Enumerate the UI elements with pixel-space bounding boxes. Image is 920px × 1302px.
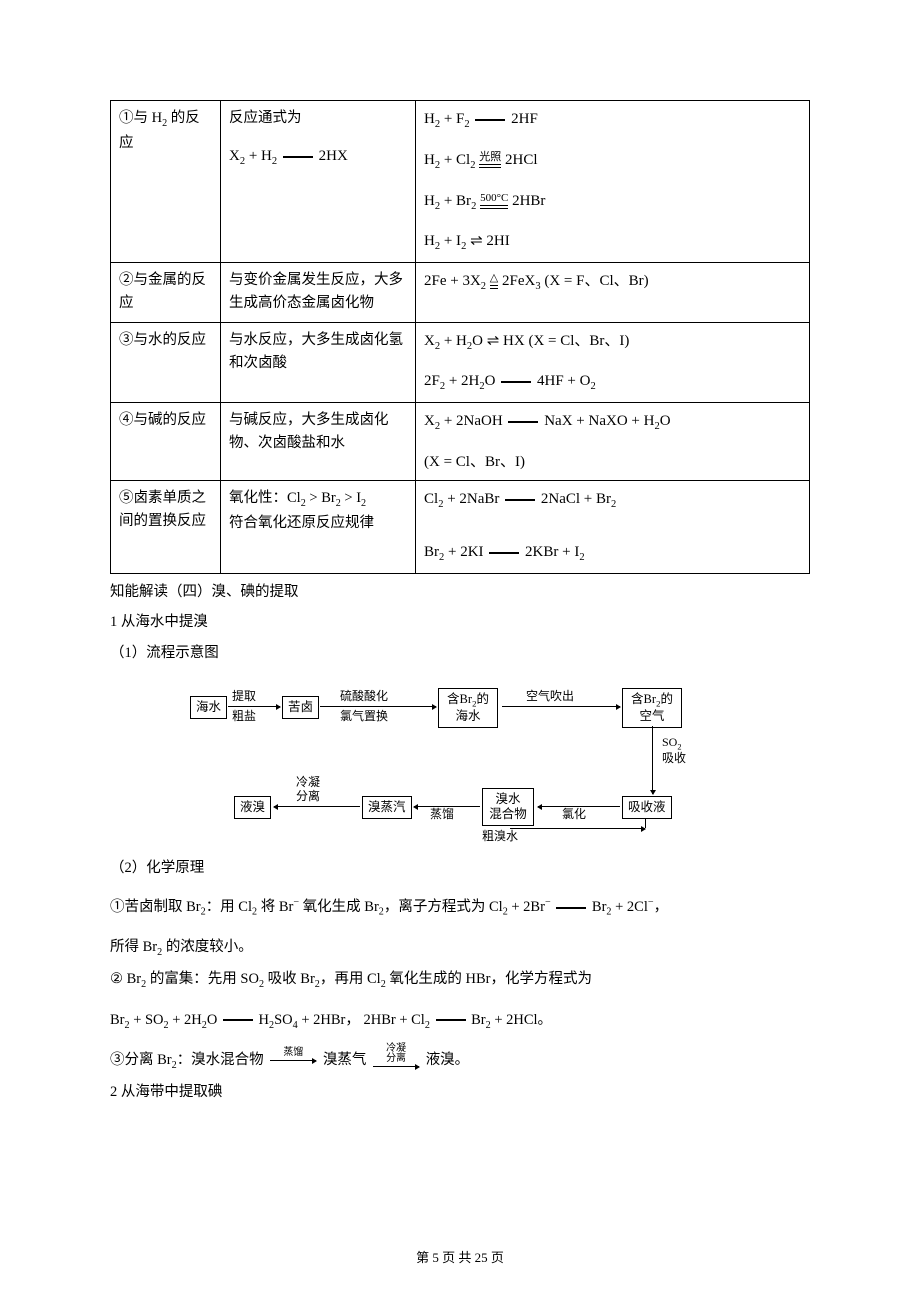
- flow-box: 含Br2的海水: [438, 688, 498, 728]
- flow-label: 粗盐: [232, 710, 256, 724]
- table-row: ①与 H2 的反应 反应通式为 X2 + H2 2HX H2 + F2 2HF …: [111, 101, 810, 263]
- equation: (X = Cl、Br、I): [424, 454, 525, 470]
- cell-label: ④与碱的反应: [111, 403, 221, 481]
- flow-label: 空气吹出: [526, 690, 574, 704]
- flow-label: SO2: [662, 736, 682, 752]
- subsection-heading: （1）流程示意图: [110, 641, 810, 666]
- arrow-icon: [652, 726, 653, 794]
- arrow-icon: [502, 706, 620, 707]
- flow-box: 溴水混合物: [482, 788, 534, 826]
- cell-label: ③与水的反应: [111, 322, 221, 403]
- desc-text: 反应通式为: [229, 107, 407, 130]
- flow-box: 苦卤: [282, 696, 319, 719]
- flow-label: 分离: [296, 790, 320, 804]
- flow-label: 氯化: [562, 808, 586, 822]
- line: [645, 818, 646, 828]
- page-footer: 第 5 页 共 25 页: [0, 1247, 920, 1266]
- cell-equations: X2 + H2O ⇌ HX (X = Cl、Br、I) 2F2 + 2H2O 4…: [416, 322, 810, 403]
- arrow-icon: [320, 706, 436, 707]
- table-row: ②与金属的反应 与变价金属发生反应，大多生成高价态金属卤化物 2Fe + 3X2…: [111, 263, 810, 322]
- cell-equations: Cl2 + 2NaBr 2NaCl + Br2 Br2 + 2KI 2KBr +…: [416, 481, 810, 574]
- flow-label: 冷凝: [296, 776, 320, 790]
- equation: X2 + 2NaOH NaX + NaXO + H2O: [424, 409, 801, 436]
- cell-label: ①与 H2 的反应: [111, 101, 221, 263]
- flow-label: 提取: [232, 690, 256, 704]
- equation: Cl2 + 2NaBr 2NaCl + Br2: [424, 487, 801, 514]
- cell-equations: 2Fe + 3X2 △ 2FeX3 (X = F、Cl、Br): [416, 263, 810, 322]
- paragraph: 所得 Br2 的浓度较小。: [110, 935, 810, 961]
- subsection-heading: 1 从海水中提溴: [110, 610, 810, 635]
- equation: 2F2 + 2H2O 4HF + O2: [424, 373, 596, 389]
- table-row: ④与碱的反应 与碱反应，大多生成卤化物、次卤酸盐和水 X2 + 2NaOH Na…: [111, 403, 810, 481]
- cell-label: ⑤卤素单质之间的置换反应: [111, 481, 221, 574]
- cell-desc: 与水反应，大多生成卤化氢和次卤酸: [221, 322, 416, 403]
- paragraph: Br2 + SO2 + 2H2O H2SO4 + 2HBr， 2HBr + Cl…: [110, 1008, 810, 1034]
- equation: 2Fe + 3X2 △ 2FeX3 (X = F、Cl、Br): [424, 273, 649, 289]
- cell-desc: 反应通式为 X2 + H2 2HX: [221, 101, 416, 263]
- equation: H2 + F2 2HF: [424, 107, 801, 134]
- table-row: ③与水的反应 与水反应，大多生成卤化氢和次卤酸 X2 + H2O ⇌ HX (X…: [111, 322, 810, 403]
- flow-box: 含Br2的空气: [622, 688, 682, 728]
- flow-label: 硫酸酸化: [340, 690, 388, 704]
- equation: X2 + H2 2HX: [229, 148, 348, 164]
- arrow-icon: [228, 706, 280, 707]
- flow-label: 粗溴水: [482, 830, 518, 844]
- paragraph: ③分离 Br2：溴水混合物 蒸馏 溴蒸气 冷凝分离 液溴。: [110, 1048, 810, 1074]
- cell-equations: H2 + F2 2HF H2 + Cl2 光照 2HCl H2 + Br2 50…: [416, 101, 810, 263]
- flow-box: 溴蒸汽: [362, 796, 412, 819]
- paragraph: ①苦卤制取 Br2：用 Cl2 将 Br− 氧化生成 Br2，离子方程式为 Cl…: [110, 894, 810, 921]
- flow-box: 吸收液: [622, 796, 672, 819]
- cell-label: ②与金属的反应: [111, 263, 221, 322]
- equation: H2 + Cl2 光照 2HCl: [424, 148, 801, 175]
- subsection-heading: （2）化学原理: [110, 856, 810, 881]
- equation: H2 + Br2 500°C 2HBr: [424, 189, 801, 216]
- cell-desc: 氧化性：Cl2 > Br2 > I2符合氧化还原反应规律: [221, 481, 416, 574]
- equation: H2 + I2 ⇌ 2HI: [424, 233, 510, 249]
- paragraph: ② Br2 的富集：先用 SO2 吸收 Br2，再用 Cl2 氧化生成的 HBr…: [110, 967, 810, 993]
- flow-label: 吸收: [662, 752, 686, 766]
- equation: Br2 + 2KI 2KBr + I2: [424, 544, 585, 560]
- flow-label: 蒸馏: [430, 808, 454, 822]
- equation: X2 + H2O ⇌ HX (X = Cl、Br、I): [424, 329, 801, 356]
- table-row: ⑤卤素单质之间的置换反应 氧化性：Cl2 > Br2 > I2符合氧化还原反应规…: [111, 481, 810, 574]
- flow-box: 海水: [190, 696, 227, 719]
- cell-equations: X2 + 2NaOH NaX + NaXO + H2O (X = Cl、Br、I…: [416, 403, 810, 481]
- flow-box: 液溴: [234, 796, 271, 819]
- chemistry-reactions-table: ①与 H2 的反应 反应通式为 X2 + H2 2HX H2 + F2 2HF …: [110, 100, 810, 574]
- section-heading: 知能解读（四）溴、碘的提取: [110, 580, 810, 605]
- bromine-extraction-flowchart: 海水 苦卤 含Br2的海水 含Br2的空气 吸收液 溴水混合物 溴蒸汽 液溴 提…: [190, 678, 730, 848]
- cell-desc: 与变价金属发生反应，大多生成高价态金属卤化物: [221, 263, 416, 322]
- arrow-icon: [510, 828, 645, 829]
- flow-label: 氯气置换: [340, 710, 388, 724]
- cell-desc: 与碱反应，大多生成卤化物、次卤酸盐和水: [221, 403, 416, 481]
- arrow-icon: [274, 806, 360, 807]
- subsection-heading: 2 从海带中提取碘: [110, 1080, 810, 1105]
